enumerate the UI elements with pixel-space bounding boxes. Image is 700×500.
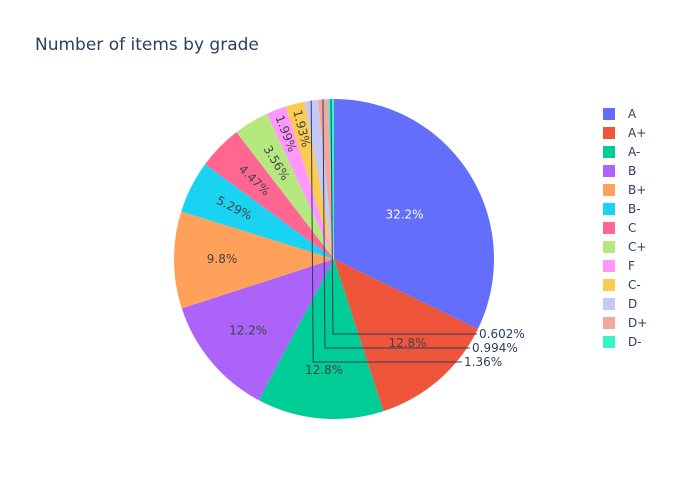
pie-slice-b-minus[interactable] (181, 164, 334, 259)
slice-label-a-plus: 12.8% (388, 336, 426, 350)
legend-label-b-plus[interactable]: B+ (628, 183, 646, 197)
slice-label-b-plus: 9.8% (207, 252, 238, 266)
legend-swatch-a-plus[interactable] (603, 127, 615, 139)
pie-slice-c-plus[interactable] (236, 113, 334, 260)
slice-label-a: 32.2% (385, 207, 423, 221)
pie-slice-f[interactable] (267, 106, 334, 259)
legend-swatch-c[interactable] (603, 222, 615, 234)
legend-swatch-c-minus[interactable] (603, 279, 615, 291)
legend-label-b-minus[interactable]: B- (628, 202, 641, 216)
slice-label-a-minus: 12.8% (305, 363, 343, 377)
legend-label-d[interactable]: D (628, 297, 637, 311)
slice-label-b: 12.2% (229, 323, 267, 337)
legend-label-c-plus[interactable]: C+ (628, 240, 646, 254)
leader-line-d (310, 100, 462, 363)
legend-label-b[interactable]: B (628, 164, 636, 178)
leader-line-d-plus (322, 99, 470, 349)
pie-slice-a[interactable] (334, 99, 494, 329)
legend-label-a[interactable]: A (628, 107, 637, 121)
pie-slice-d-plus[interactable] (317, 99, 334, 259)
leader-line-d-minus (330, 99, 477, 335)
pie-slice-a-minus[interactable] (258, 259, 384, 419)
legend-label-a-minus[interactable]: A- (628, 145, 640, 159)
legend-swatch-b-minus[interactable] (603, 203, 615, 215)
legend-label-d-minus[interactable]: D- (628, 335, 642, 349)
slice-label-d: 1.36% (464, 355, 502, 369)
pie-slice-b[interactable] (181, 259, 334, 401)
slice-label-d-minus: 0.602% (479, 327, 525, 341)
legend: A A+ A- B B+ B- C C+ F C- D D+ D- (603, 107, 647, 349)
legend-label-a-plus[interactable]: A+ (628, 126, 646, 140)
chart-title: Number of items by grade (35, 35, 259, 55)
legend-label-d-plus[interactable]: D+ (628, 316, 647, 330)
legend-label-c-minus[interactable]: C- (628, 278, 641, 292)
legend-swatch-f[interactable] (603, 260, 615, 272)
pie-slice-c-minus[interactable] (285, 101, 334, 259)
legend-swatch-a[interactable] (603, 108, 615, 120)
legend-swatch-d-plus[interactable] (603, 317, 615, 329)
legend-swatch-d-minus[interactable] (603, 336, 615, 348)
legend-swatch-a-minus[interactable] (603, 146, 615, 158)
legend-swatch-b-plus[interactable] (603, 184, 615, 196)
legend-label-f[interactable]: F (628, 259, 635, 273)
pie-slice-c[interactable] (205, 132, 334, 259)
legend-swatch-c-plus[interactable] (603, 241, 615, 253)
slice-label-d-plus: 0.994% (472, 341, 518, 355)
legend-label-c[interactable]: C (628, 221, 636, 235)
pie-slice-b-plus[interactable] (174, 211, 334, 309)
legend-swatch-b[interactable] (603, 165, 615, 177)
legend-swatch-d[interactable] (603, 298, 615, 310)
pie-slice-a-plus[interactable] (334, 259, 478, 412)
